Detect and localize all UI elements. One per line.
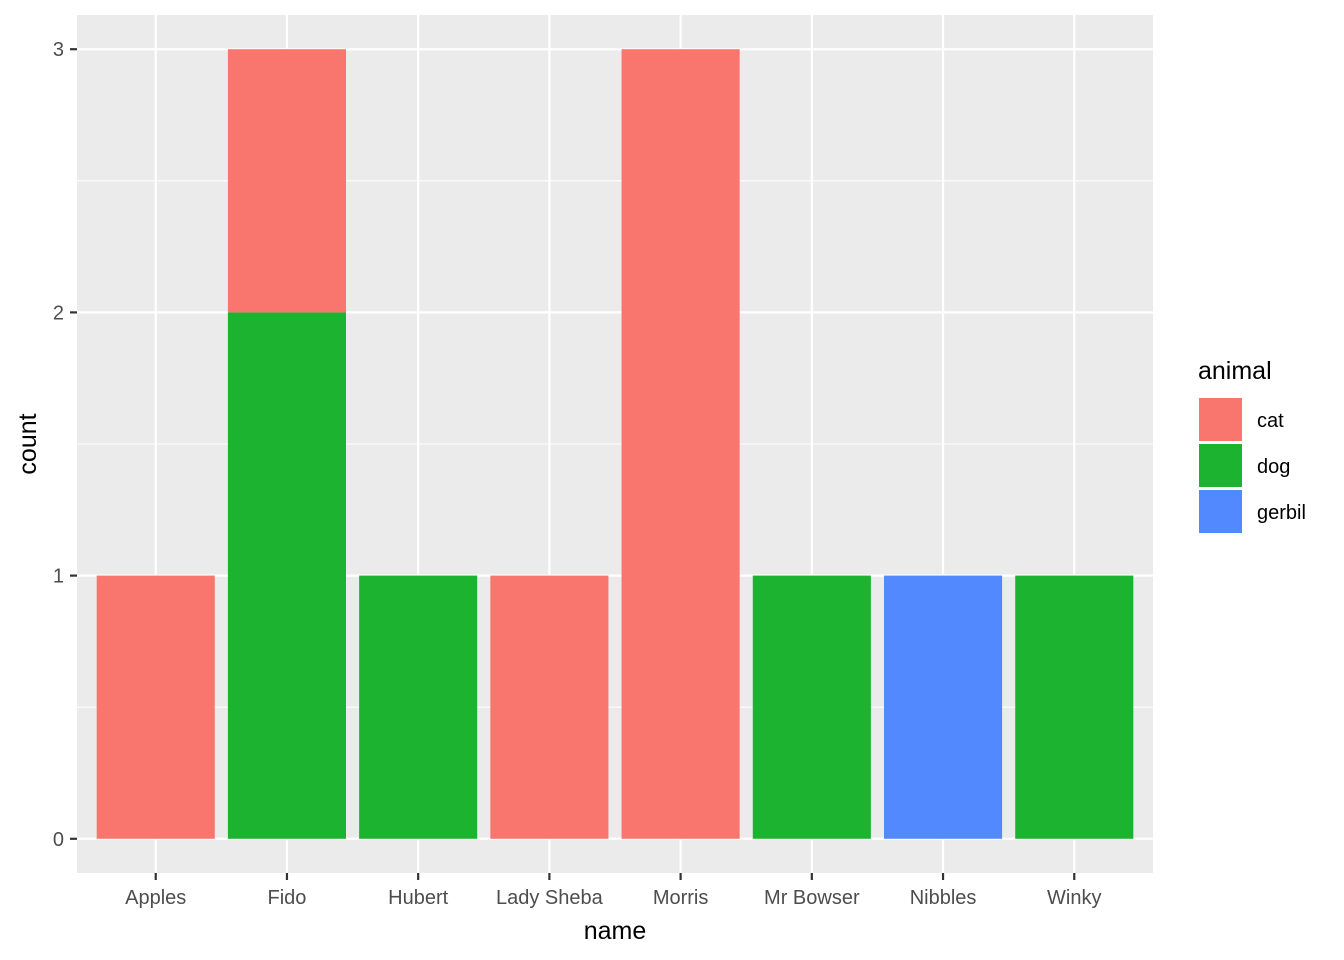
x-tick-label: Lady Sheba xyxy=(496,887,604,909)
legend-title: animal xyxy=(1198,357,1272,385)
legend-key-cat xyxy=(1199,398,1242,441)
x-tick-label: Morris xyxy=(653,887,709,909)
x-axis: Apples Fido Hubert Lady Sheba Morris Mr Bowse… xyxy=(125,873,1101,909)
x-axis-title: name xyxy=(584,917,647,945)
y-axis-title: count xyxy=(14,413,42,474)
x-tick-label: Nibbles xyxy=(910,887,977,909)
legend-key-gerbil xyxy=(1199,490,1242,533)
bars xyxy=(96,49,1134,839)
bar-dog-fido xyxy=(227,312,346,839)
bar-gerbil-nibbles xyxy=(884,575,1003,839)
bar-dog-winky xyxy=(1015,575,1134,839)
bar-cat-apples xyxy=(96,575,215,839)
bar-dog-hubert xyxy=(359,575,478,839)
y-axis: 0 1 2 3 xyxy=(53,39,77,851)
legend-label-dog: dog xyxy=(1257,456,1290,478)
y-tick-label: 2 xyxy=(53,302,64,324)
y-tick-label: 1 xyxy=(53,566,64,588)
x-tick-label: Mr Bowser xyxy=(764,887,860,909)
bar-dog-mr-bowser xyxy=(752,575,871,839)
x-tick-label: Apples xyxy=(125,887,186,909)
legend-label-cat: cat xyxy=(1257,410,1284,432)
bar-cat-morris xyxy=(621,49,740,839)
x-tick-label: Winky xyxy=(1047,887,1101,909)
legend-label-gerbil: gerbil xyxy=(1257,502,1306,524)
y-tick-label: 0 xyxy=(53,829,64,851)
legend-key-dog xyxy=(1199,444,1242,487)
bar-cat-lady-sheba xyxy=(490,575,609,839)
bar-cat-fido xyxy=(227,49,346,313)
y-tick-label: 3 xyxy=(53,39,64,61)
x-tick-label: Hubert xyxy=(388,887,448,909)
legend: animal cat dog gerbil xyxy=(1198,357,1306,533)
x-tick-label: Fido xyxy=(267,887,306,909)
